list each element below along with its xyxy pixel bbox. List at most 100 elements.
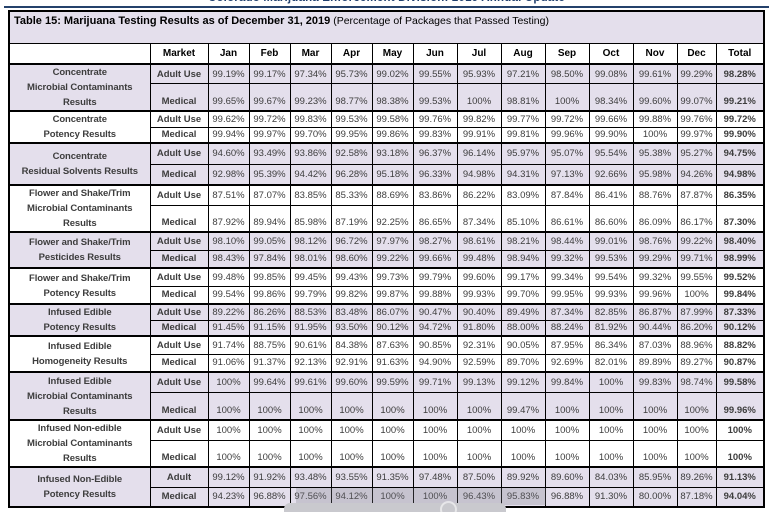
value-cell-jan: 87.92% — [207, 204, 250, 233]
value-cell-jun: 99.76% — [412, 110, 458, 128]
value-cell-aug: 98.81% — [500, 83, 546, 112]
value-cell-sep: 95.07% — [544, 142, 590, 165]
value-cell-mar: 93.48% — [289, 466, 332, 488]
value-cell-oct: 100% — [588, 418, 634, 441]
row-group-label: Concentrate Microbial Contaminants Results — [8, 63, 151, 112]
total-cell: 87.30% — [715, 204, 765, 233]
value-cell-mar: 98.12% — [289, 231, 332, 251]
total-cell: 99.84% — [715, 285, 765, 305]
value-cell-dec: 99.29% — [676, 63, 717, 85]
value-cell-aug: 89.92% — [500, 466, 546, 488]
value-cell-oct: 99.01% — [588, 231, 634, 251]
total-cell: 90.87% — [715, 353, 765, 373]
value-cell-jul: 96.43% — [456, 486, 502, 508]
value-cell-jan: 89.22% — [207, 303, 250, 321]
market-cell: Medical — [149, 204, 209, 233]
value-cell-sep: 98.50% — [544, 63, 590, 85]
table-row: Medical 91.06% 91.37% 92.13% 92.91% 91.63% 94.… — [9, 353, 765, 373]
table-title: Table 15: Marijuana Testing Results as o… — [14, 15, 331, 27]
column-header-jun: Jun — [412, 43, 458, 65]
value-cell-feb: 93.49% — [248, 142, 291, 165]
value-cell-mar: 91.95% — [289, 319, 332, 337]
total-cell: 86.35% — [715, 183, 765, 206]
corner-cell — [8, 43, 151, 65]
value-cell-oct: 98.34% — [588, 83, 634, 112]
value-cell-mar: 100% — [289, 391, 332, 421]
value-cell-nov: 99.61% — [632, 63, 678, 85]
value-cell-apr: 99.43% — [330, 267, 373, 287]
market-cell: Medical — [149, 391, 209, 421]
value-cell-jun: 83.86% — [412, 183, 458, 206]
value-cell-sep: 100% — [544, 439, 590, 468]
value-cell-sep: 99.72% — [544, 110, 590, 128]
value-cell-aug: 95.83% — [500, 486, 546, 508]
value-cell-nov: 100% — [632, 391, 678, 421]
value-cell-sep: 87.95% — [544, 335, 590, 355]
market-cell: Adult Use — [149, 142, 209, 165]
value-cell-jun: 100% — [412, 391, 458, 421]
value-cell-jul: 99.82% — [456, 110, 502, 128]
total-cell: 100% — [715, 439, 765, 468]
table-row: Infused Non-Edible Potency Results Adult 99… — [8, 466, 765, 508]
total-cell: 87.33% — [715, 303, 765, 321]
value-cell-dec: 87.87% — [676, 183, 717, 206]
table-row: Concentrate Microbial Contaminants Results… — [8, 63, 765, 112]
value-cell-feb: 99.85% — [248, 267, 291, 287]
value-cell-sep: 92.69% — [544, 353, 590, 373]
row-group-label: Concentrate Residual Solvents Results — [8, 142, 151, 186]
market-cell: Adult Use — [149, 267, 209, 287]
value-cell-dec: 99.97% — [676, 126, 717, 144]
value-cell-dec: 89.26% — [676, 466, 717, 488]
value-cell-nov: 85.95% — [632, 466, 678, 488]
value-cell-jan: 99.65% — [207, 83, 250, 112]
value-cell-nov: 80.00% — [632, 486, 678, 508]
value-cell-oct: 99.93% — [588, 285, 634, 305]
value-cell-feb: 95.39% — [248, 163, 291, 186]
value-cell-dec: 99.07% — [676, 83, 717, 112]
value-cell-jul: 99.91% — [456, 126, 502, 144]
total-cell: 98.28% — [715, 63, 765, 85]
value-cell-jul: 95.93% — [456, 63, 502, 85]
value-cell-jun: 98.27% — [412, 231, 458, 251]
value-cell-may: 98.38% — [371, 83, 414, 112]
value-cell-aug: 94.31% — [500, 163, 546, 186]
total-cell: 94.04% — [715, 486, 765, 508]
value-cell-mar: 99.45% — [289, 267, 332, 287]
value-cell-jan: 98.43% — [207, 249, 250, 269]
value-cell-jun: 99.83% — [412, 126, 458, 144]
value-cell-oct: 100% — [588, 371, 634, 393]
value-cell-may: 99.02% — [371, 63, 414, 85]
value-cell-jun: 90.85% — [412, 335, 458, 355]
column-header-sep: Sep — [544, 43, 590, 65]
value-cell-jun: 94.72% — [412, 319, 458, 337]
value-cell-aug: 95.97% — [500, 142, 546, 165]
market-cell: Medical — [149, 486, 209, 508]
row-group-label: Infused Non-Edible Potency Results — [8, 466, 151, 508]
value-cell-apr: 99.82% — [330, 285, 373, 305]
value-cell-oct: 100% — [588, 439, 634, 468]
value-cell-dec: 95.27% — [676, 142, 717, 165]
results-table-body: Table 15: Marijuana Testing Results as o… — [8, 10, 765, 508]
value-cell-dec: 88.96% — [676, 335, 717, 355]
value-cell-oct: 86.60% — [588, 204, 634, 233]
value-cell-jul: 96.14% — [456, 142, 502, 165]
value-cell-nov: 99.96% — [632, 285, 678, 305]
value-cell-sep: 100% — [544, 418, 590, 441]
value-cell-nov: 99.32% — [632, 267, 678, 287]
total-cell: 99.72% — [715, 110, 765, 128]
value-cell-oct: 86.34% — [588, 335, 634, 355]
value-cell-jun: 99.79% — [412, 267, 458, 287]
value-cell-nov: 95.38% — [632, 142, 678, 165]
value-cell-aug: 97.21% — [500, 63, 546, 85]
value-cell-jul: 99.13% — [456, 371, 502, 393]
value-cell-jun: 96.33% — [412, 163, 458, 186]
value-cell-apr: 98.77% — [330, 83, 373, 112]
value-cell-may: 87.63% — [371, 335, 414, 355]
value-cell-mar: 90.61% — [289, 335, 332, 355]
value-cell-mar: 97.34% — [289, 63, 332, 85]
value-cell-jul: 92.59% — [456, 353, 502, 373]
value-cell-oct: 84.03% — [588, 466, 634, 488]
market-cell: Adult Use — [149, 63, 209, 85]
value-cell-feb: 99.72% — [248, 110, 291, 128]
market-cell: Adult Use — [149, 335, 209, 355]
